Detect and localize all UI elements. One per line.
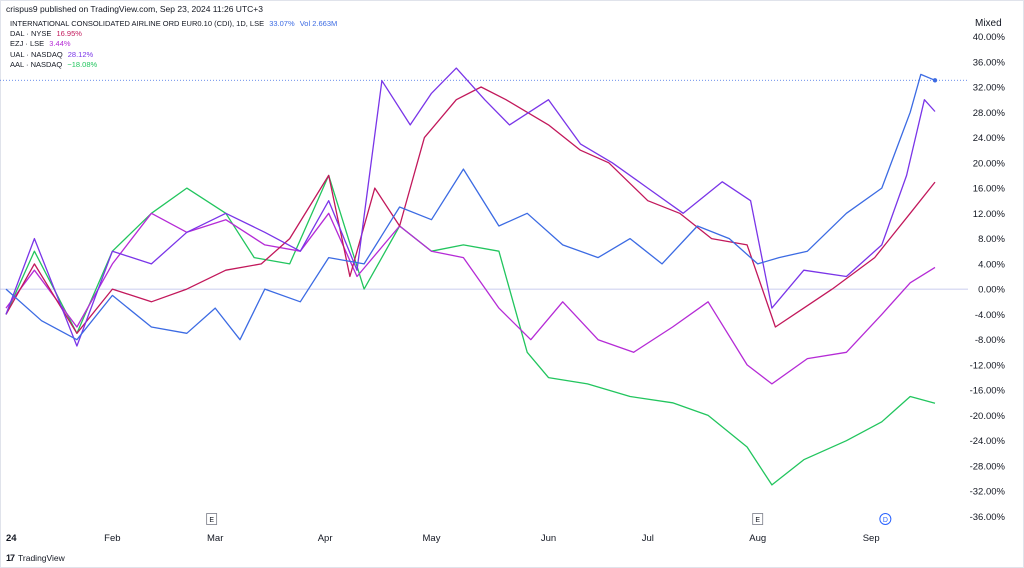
footer: 17 TradingView (6, 553, 65, 563)
legend-label-ual: UAL · NASDAQ (10, 49, 63, 59)
legend-label-dal: DAL · NYSE (10, 29, 52, 39)
legend-value-dal: 16.95% (56, 29, 82, 39)
published-line: crispus9 published on TradingView.com, S… (6, 4, 263, 14)
legend-row-ual[interactable]: UAL · NASDAQ 28.12% (10, 50, 337, 60)
legend-row-ezj[interactable]: EZJ · LSE 3.44% (10, 39, 337, 49)
legend-row-dal[interactable]: DAL · NYSE 16.95% (10, 29, 337, 39)
legend-value-aal: −18.08% (67, 59, 98, 69)
tradingview-logo-icon: 17 (6, 553, 15, 563)
legend-row-aal[interactable]: AAL · NASDAQ −18.08% (10, 60, 337, 70)
legend-value-iag: 33.07% (269, 19, 295, 28)
legend-label-iag: INTERNATIONAL CONSOLIDATED AIRLINE ORD E… (10, 19, 265, 28)
legend-row-iag[interactable]: INTERNATIONAL CONSOLIDATED AIRLINE ORD E… (10, 19, 337, 29)
legend-value-ual: 28.12% (67, 49, 94, 59)
legend-value-ezj: 3.44% (49, 39, 71, 49)
legend: INTERNATIONAL CONSOLIDATED AIRLINE ORD E… (10, 19, 337, 70)
legend-label-ezj: EZJ · LSE (10, 39, 45, 49)
scale-mode-button[interactable]: Mixed (975, 18, 1002, 29)
legend-label-aal: AAL · NASDAQ (10, 59, 63, 69)
legend-volume-iag: Vol 2.663M (299, 19, 338, 28)
footer-brand: TradingView (18, 553, 65, 563)
